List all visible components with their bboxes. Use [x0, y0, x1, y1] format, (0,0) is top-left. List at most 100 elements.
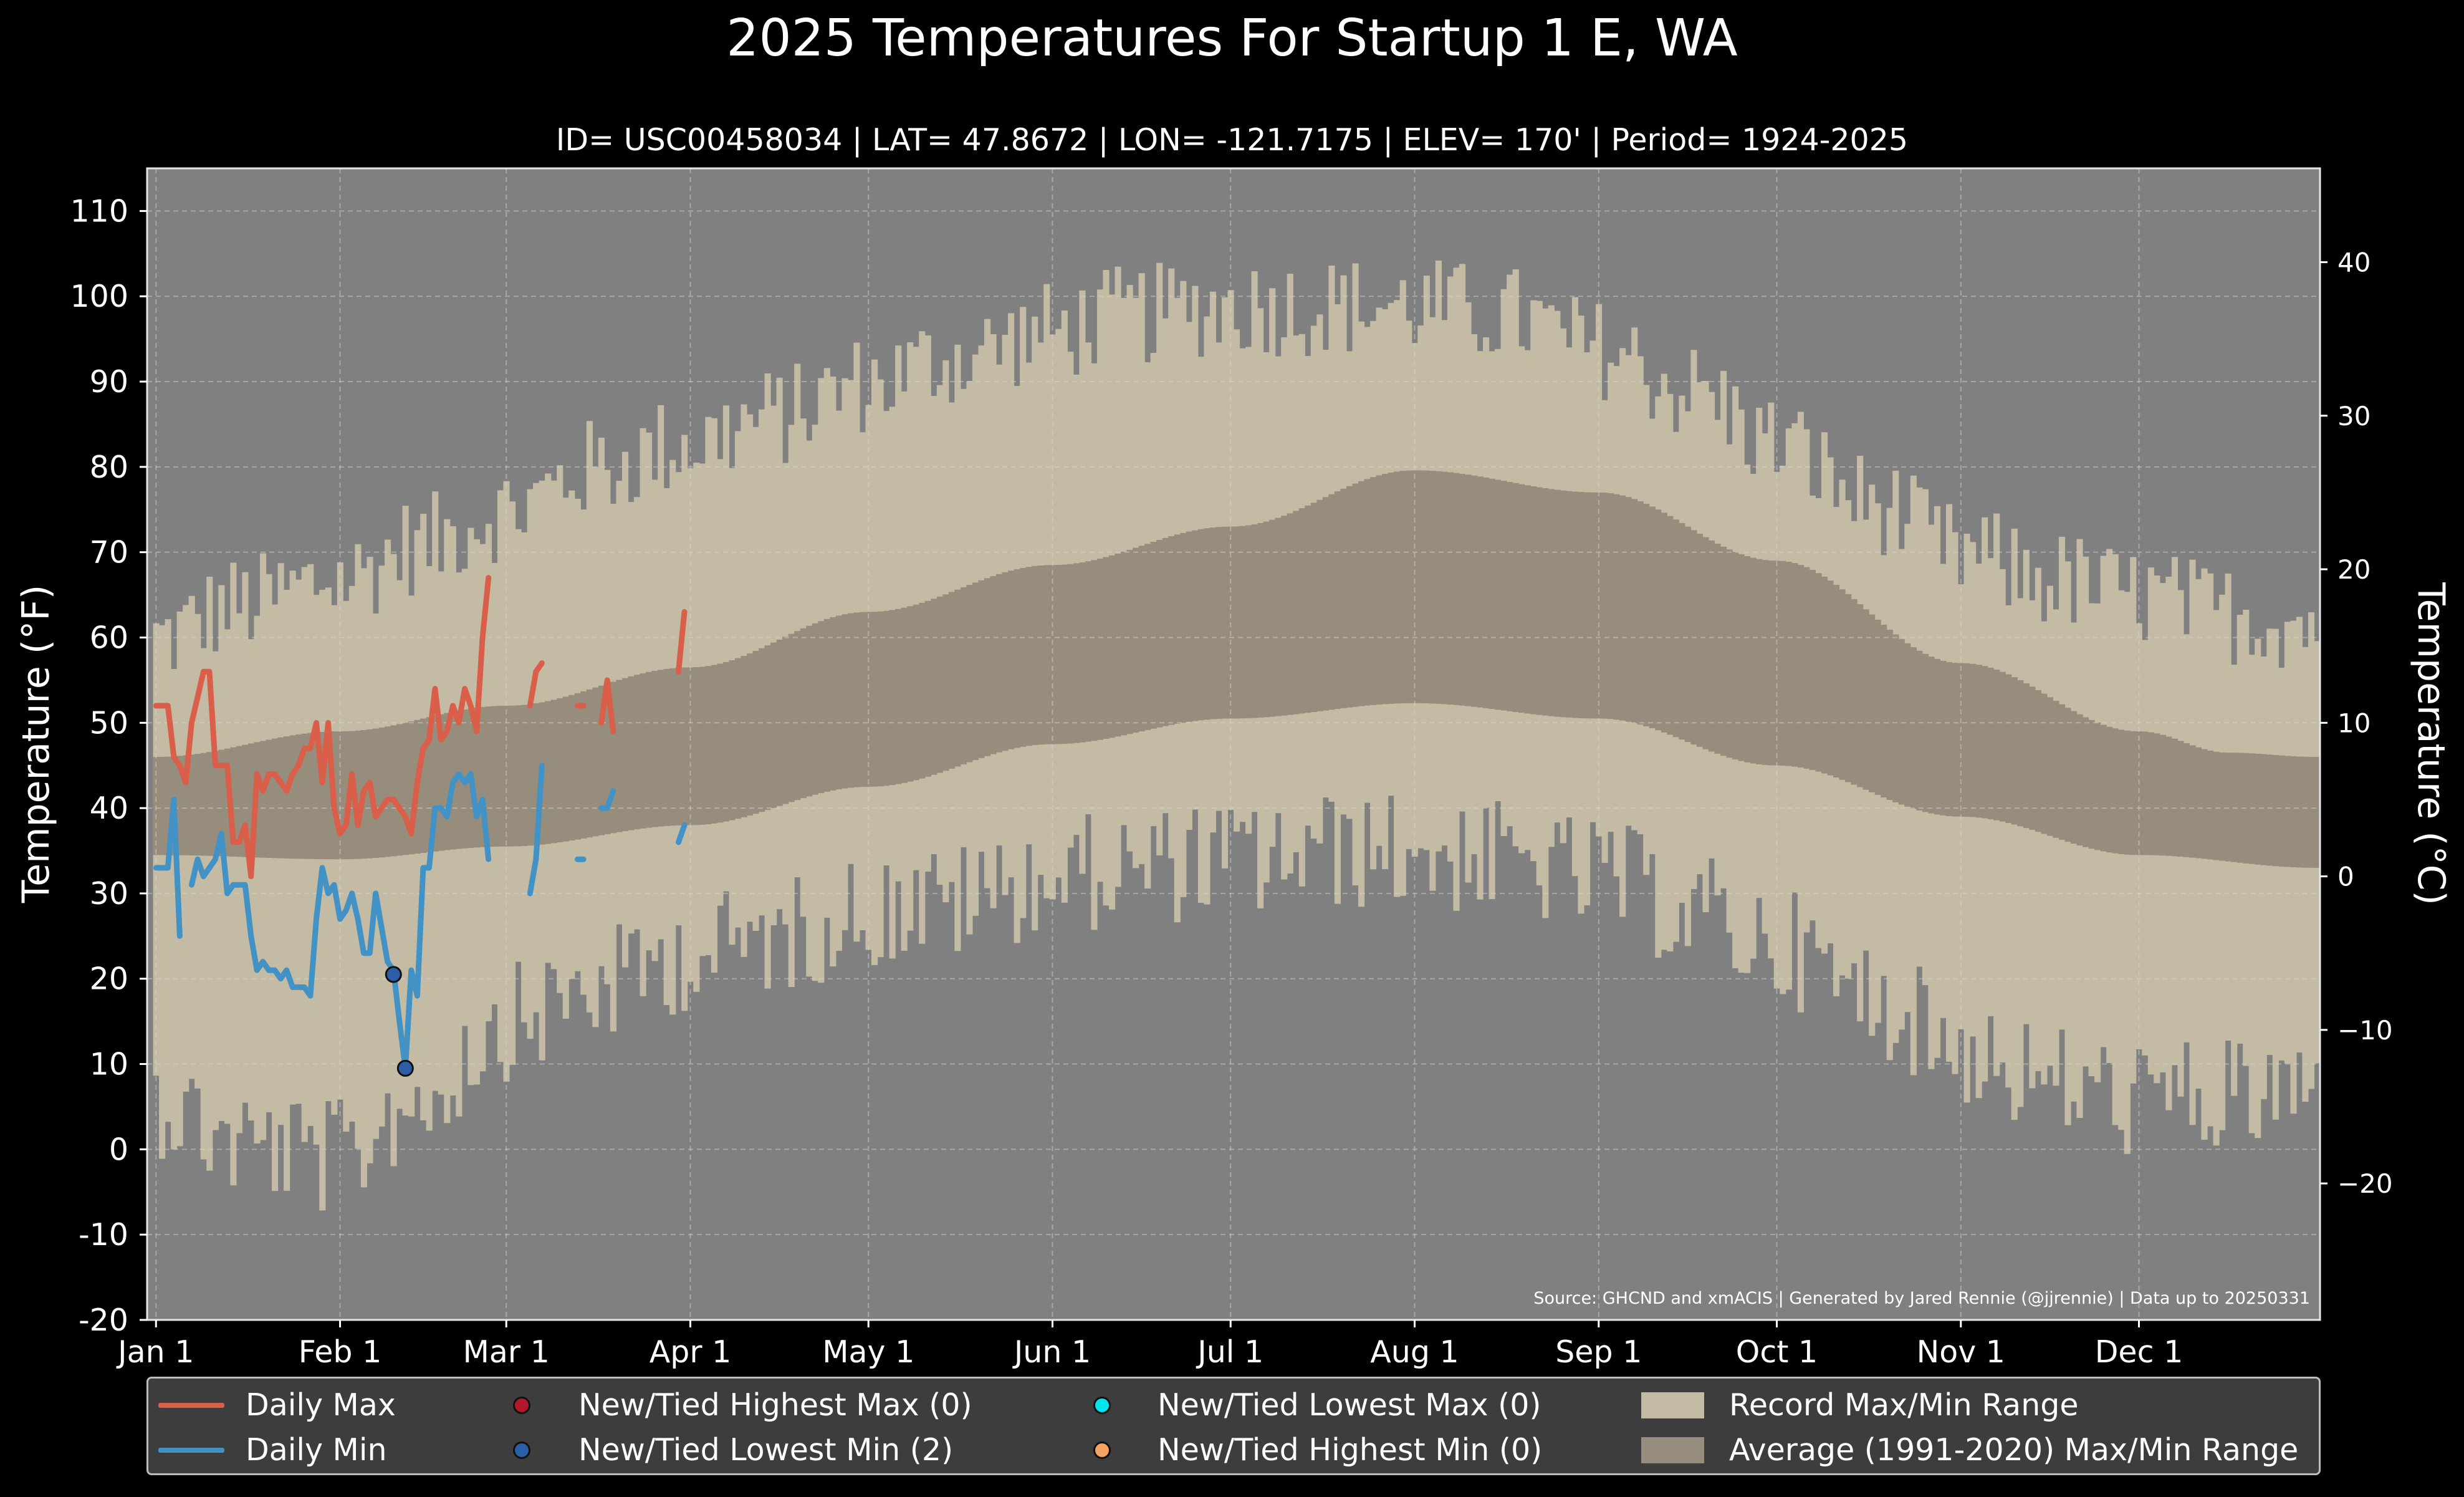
average-range-bar	[681, 667, 688, 826]
average-range-bar	[2266, 754, 2273, 866]
record-range-bar	[722, 405, 730, 892]
record-range-bar	[2053, 609, 2059, 1086]
average-range-bar	[907, 606, 914, 782]
average-range-bar	[355, 730, 362, 859]
average-range-bar	[1524, 485, 1531, 714]
average-range-bar	[1328, 494, 1335, 710]
record-range-bar	[2255, 638, 2261, 1138]
x-tick-label: Nov 1	[1917, 1334, 2005, 1370]
average-range-bar	[1945, 662, 1953, 816]
average-range-bar	[259, 741, 267, 858]
y-axis-left: -20 -10 0 10 20 30 40 50 60 70 80 90 100 110	[70, 193, 147, 1338]
average-range-bar	[1251, 524, 1258, 718]
average-range-bar	[1305, 505, 1311, 713]
record-range-bar	[319, 589, 326, 1211]
average-range-bar	[1364, 479, 1371, 706]
average-range-bar	[942, 594, 949, 771]
average-range-bar	[2023, 683, 2030, 829]
average-range-bar	[823, 619, 830, 792]
average-range-bar	[515, 705, 522, 847]
average-range-bar	[729, 660, 736, 821]
average-range-bar	[1809, 570, 1816, 771]
average-range-bar	[562, 696, 569, 842]
average-range-bar	[1898, 638, 1905, 805]
average-range-bar	[2177, 741, 2184, 857]
x-tick-label: Dec 1	[2095, 1334, 2184, 1370]
average-range-bar	[1079, 562, 1086, 743]
average-range-bar	[1845, 594, 1852, 782]
average-range-bar	[1162, 537, 1169, 726]
average-range-bar	[1168, 536, 1175, 725]
average-range-bar	[1281, 516, 1288, 716]
average-range-bar	[889, 610, 896, 786]
average-range-bar	[1025, 567, 1032, 746]
average-range-bar	[1239, 526, 1246, 719]
average-range-bar	[1037, 565, 1044, 745]
average-range-bar	[313, 732, 320, 859]
record-range-bar	[206, 577, 213, 1171]
legend-swatch-patch	[1641, 1392, 1704, 1418]
average-range-bar	[2064, 708, 2071, 842]
x-tick-label: Apr 1	[650, 1334, 732, 1370]
average-range-bar	[1874, 619, 1881, 795]
average-range-bar	[717, 663, 724, 823]
record-range-bar	[230, 562, 237, 1186]
average-range-bar	[2046, 697, 2053, 836]
record-range-bar	[171, 668, 178, 1150]
chart-subtitle: ID= USC00458034 | LAT= 47.8672 | LON= -1…	[555, 122, 1909, 158]
record-range-bar	[2041, 621, 2048, 1085]
average-range-bar	[2154, 733, 2160, 855]
average-range-bar	[165, 756, 171, 855]
y-tick-label: 60	[90, 620, 128, 655]
average-range-bar	[913, 604, 919, 781]
record-range-bar	[331, 605, 338, 1115]
average-range-bar	[444, 713, 451, 850]
average-range-bar	[1851, 599, 1858, 785]
average-range-bar	[1696, 534, 1704, 747]
average-range-bar	[497, 706, 504, 847]
average-range-bar	[301, 733, 308, 859]
average-range-bar	[1406, 470, 1412, 703]
average-range-bar	[2041, 693, 2048, 834]
average-range-bar	[669, 668, 676, 826]
average-range-bar	[307, 733, 314, 859]
average-range-bar	[1495, 479, 1502, 710]
y-tick-label: -20	[79, 1302, 128, 1338]
average-range-bar	[1144, 544, 1151, 730]
average-range-bar	[1548, 489, 1555, 716]
average-range-bar	[1596, 492, 1603, 719]
average-range-bar	[2130, 731, 2137, 855]
average-range-bar	[895, 609, 902, 784]
average-range-bar	[1601, 493, 1608, 719]
average-range-bar	[230, 747, 237, 857]
x-tick-label: Jun 1	[1012, 1334, 1091, 1370]
average-range-bar	[1388, 472, 1394, 704]
legend-label: Average (1991-2020) Max/Min Range	[1729, 1432, 2299, 1468]
record-range-bar	[367, 557, 373, 1163]
average-range-bar	[2106, 726, 2113, 853]
average-range-bar	[1679, 522, 1685, 740]
x-axis: Jan 1 Feb 1 Mar 1 Apr 1 May 1 Jun 1 Jul 1 Aug 1…	[116, 1320, 2183, 1370]
average-range-bar	[1441, 471, 1448, 705]
average-range-bar	[1002, 572, 1009, 751]
record-markers	[385, 966, 414, 1077]
average-range-bar	[456, 710, 463, 849]
average-range-bar	[2058, 704, 2066, 840]
average-range-bar	[818, 621, 825, 794]
average-range-bar	[2189, 745, 2196, 858]
average-range-bar	[1762, 560, 1768, 765]
average-range-bar	[479, 706, 486, 847]
record-range-bar	[2302, 647, 2309, 1102]
average-range-bar	[1952, 663, 1958, 817]
record-range-bar	[247, 639, 255, 1121]
daily-max-line	[676, 609, 688, 675]
average-range-bar	[176, 756, 183, 855]
average-range-bar	[1411, 470, 1418, 703]
average-range-bar	[1970, 663, 1977, 817]
average-range-bar	[984, 578, 991, 756]
average-range-bar	[865, 612, 872, 787]
average-range-bar	[1156, 539, 1163, 728]
average-range-bar	[1791, 563, 1798, 767]
average-range-bar	[1940, 660, 1947, 816]
y-axis-label-right: Temperature (°C)	[2409, 582, 2453, 905]
